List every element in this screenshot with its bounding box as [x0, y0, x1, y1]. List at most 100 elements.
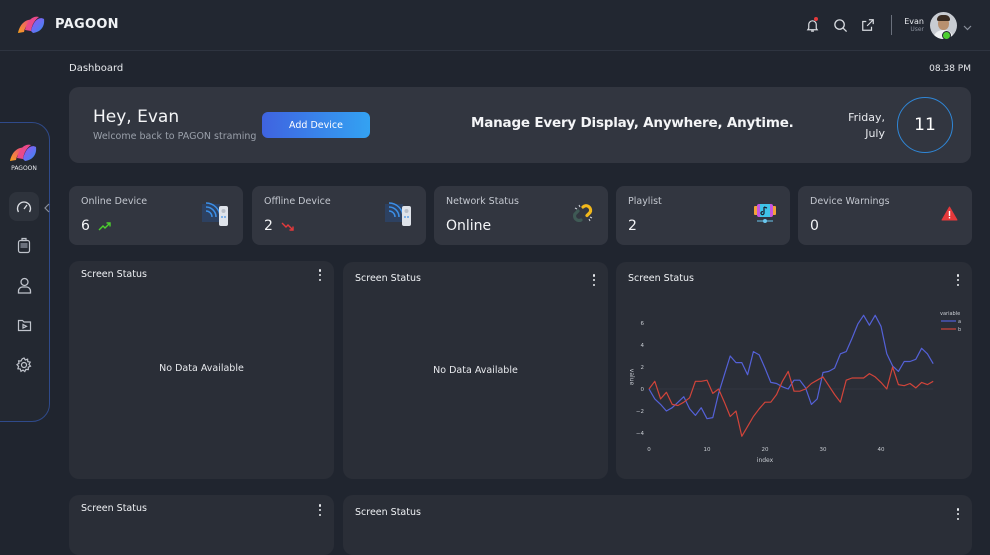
- screen-status-card: Screen Status No Data Available: [69, 261, 334, 479]
- search-icon: [833, 18, 847, 32]
- stat-label: Playlist: [628, 196, 662, 207]
- stat-value: 0: [810, 218, 819, 234]
- stat-playlist[interactable]: Playlist 2: [616, 186, 790, 245]
- series-line-b[interactable]: [648, 366, 934, 437]
- x-axis-label: index: [757, 457, 774, 464]
- wifi-device-icon: [202, 202, 228, 226]
- y-axis-label: value: [628, 369, 635, 386]
- x-tick-label: 30: [820, 447, 827, 453]
- line-chart[interactable]: −4 −2 0 2 4 6 0 10 20 30 40 index value variable ab: [616, 262, 972, 479]
- kebab-dot: [318, 269, 322, 272]
- screen-status-card: Screen Status No Data Available: [343, 262, 608, 479]
- screen-status-chart-card: Screen Status −4 −2 0 2 4 6 0 10 20 30 40 index valu…: [616, 262, 972, 479]
- chevron-left-icon: [44, 203, 50, 213]
- no-data-message: No Data Available: [159, 363, 244, 374]
- legend-entry[interactable]: b: [958, 327, 961, 333]
- playlist-music-icon: [754, 204, 776, 223]
- header-divider: [891, 15, 893, 35]
- user-menu-toggle[interactable]: [963, 16, 972, 35]
- y-tick-label: 4: [641, 343, 645, 349]
- sidebar-brand-name: PAGOON: [11, 165, 37, 172]
- trend-up-icon: [98, 221, 111, 230]
- y-tick-label: 2: [641, 365, 645, 371]
- x-tick-label: 40: [878, 447, 885, 453]
- card-menu-button[interactable]: [955, 273, 961, 287]
- pagoon-logo-icon: [18, 16, 45, 33]
- warning-triangle-icon: [941, 206, 958, 221]
- greeting: Hey, Evan: [93, 107, 180, 127]
- pagoon-logo-icon: [10, 144, 37, 161]
- x-tick-label: 10: [704, 447, 711, 453]
- external-link-icon: [862, 19, 875, 31]
- no-data-message: No Data Available: [433, 365, 518, 376]
- media-folder-icon: [17, 319, 31, 331]
- stat-label: Online Device: [81, 196, 148, 207]
- y-tick-label: 6: [641, 321, 645, 327]
- card-title: Screen Status: [81, 503, 147, 514]
- card-title: Screen Status: [81, 269, 147, 280]
- x-tick-label: 20: [762, 447, 769, 453]
- date-day: Friday,: [848, 111, 885, 124]
- sidebar-brand[interactable]: PAGOON: [9, 141, 39, 172]
- card-menu-button[interactable]: [317, 268, 323, 282]
- card-menu-button[interactable]: [317, 503, 323, 517]
- top-bar: PAGOON Evan User: [0, 0, 990, 51]
- sidebar-item-settings[interactable]: [9, 350, 39, 379]
- stat-device-warnings[interactable]: Device Warnings 0: [798, 186, 972, 245]
- y-tick-label: 0: [641, 387, 645, 393]
- welcome-subtitle: Welcome back to PAGON straming: [93, 131, 257, 142]
- screen-status-card: Screen Status: [343, 495, 972, 555]
- sidebar-item-users[interactable]: [9, 271, 39, 300]
- date-month: July: [865, 127, 885, 140]
- sidebar-collapse-button[interactable]: [44, 198, 50, 217]
- sidebar-item-devices[interactable]: [9, 231, 39, 260]
- header-actions: Evan User: [797, 11, 972, 40]
- legend-title: variable: [940, 311, 960, 317]
- y-tick-label: −2: [636, 409, 644, 415]
- card-title: Screen Status: [628, 273, 694, 284]
- card-menu-button[interactable]: [591, 273, 597, 287]
- date-text: Friday, July: [848, 110, 885, 142]
- date-badge: 11: [897, 97, 953, 153]
- brand-name: PAGOON: [55, 16, 119, 32]
- search-button[interactable]: [827, 12, 853, 38]
- stat-label: Device Warnings: [810, 196, 890, 207]
- speedometer-icon: [16, 200, 32, 212]
- stat-value: 2: [264, 218, 273, 234]
- series-line-a[interactable]: [648, 314, 934, 420]
- stat-label: Offline Device: [264, 196, 331, 207]
- notification-dot: [814, 17, 819, 21]
- breadcrumb[interactable]: Dashboard: [69, 63, 124, 74]
- sidebar: PAGOON: [0, 122, 50, 422]
- screen-status-card: Screen Status: [69, 495, 334, 555]
- chevron-down-icon: [963, 25, 972, 30]
- add-device-button[interactable]: Add Device: [262, 112, 370, 138]
- card-menu-button[interactable]: [955, 507, 961, 521]
- user-info[interactable]: Evan User: [904, 17, 924, 33]
- brand[interactable]: PAGOON: [17, 13, 119, 35]
- x-tick-label: 0: [647, 447, 651, 453]
- gear-icon: [16, 356, 32, 373]
- user-icon: [17, 277, 31, 294]
- stat-value: Online: [446, 218, 492, 234]
- trend-down-icon: [281, 222, 294, 231]
- tagline: Manage Every Display, Anywhere, Anytime.: [471, 115, 794, 131]
- stat-offline-device[interactable]: Offline Device 2: [252, 186, 426, 245]
- card-title: Screen Status: [355, 507, 421, 518]
- bell-icon: [806, 19, 819, 32]
- stat-network-status[interactable]: Network Status Online: [434, 186, 608, 245]
- stat-value: 6: [81, 218, 90, 234]
- legend-entry[interactable]: a: [958, 319, 961, 325]
- broken-link-icon: [572, 204, 593, 223]
- sidebar-item-media[interactable]: [9, 310, 39, 339]
- open-external-button[interactable]: [855, 12, 881, 38]
- device-icon: [17, 237, 31, 254]
- clock: 08.38 PM: [929, 64, 971, 74]
- online-status-dot: [942, 31, 951, 40]
- stat-online-device[interactable]: Online Device 6: [69, 186, 243, 245]
- sidebar-item-dashboard[interactable]: [9, 192, 39, 221]
- y-tick-label: −4: [636, 431, 645, 437]
- user-role: User: [910, 26, 924, 33]
- card-title: Screen Status: [355, 273, 421, 284]
- notifications-button[interactable]: [799, 12, 825, 38]
